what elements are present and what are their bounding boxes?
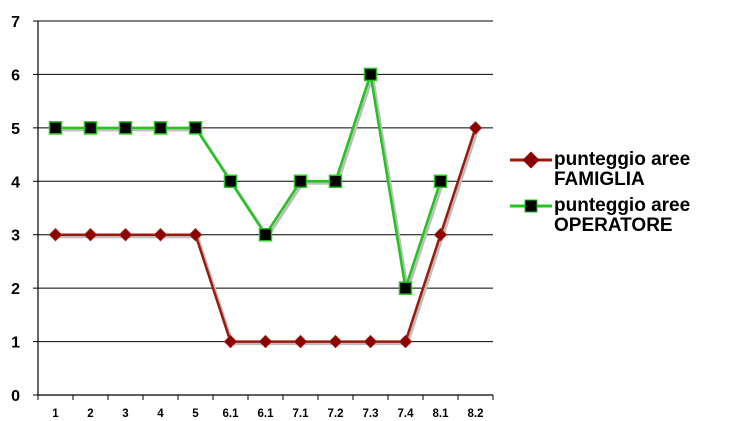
point-famiglia-6: [258, 334, 273, 349]
point-operatore-2: [118, 121, 133, 135]
point-operatore-10: [398, 281, 413, 295]
legend-swatch-famiglia: [510, 151, 552, 169]
x-tick-label-12: 8.2: [468, 408, 484, 420]
legend-swatch-operatore: [510, 199, 552, 213]
y-tick-labels: 0 1 2 3 4 5 6 7: [11, 14, 20, 405]
point-famiglia-0: [48, 228, 63, 242]
x-tick-label-3: 4: [157, 408, 164, 420]
point-operatore-6: [258, 227, 273, 242]
axes: [33, 20, 494, 400]
legend-label-operatore: punteggio aree OPERATORE: [554, 195, 691, 236]
point-famiglia-10: [398, 334, 413, 349]
legend-item-famiglia: punteggio aree FAMIGLIA: [508, 150, 740, 190]
x-tick-label-5: 6.1: [223, 408, 240, 420]
point-famiglia-7: [293, 334, 308, 349]
x-tick-label-11: 8.1: [433, 408, 450, 420]
point-famiglia-2: [118, 228, 133, 242]
legend-item-operatore: punteggio aree OPERATORE: [508, 196, 740, 236]
point-operatore-1: [83, 121, 98, 135]
point-famiglia-1: [83, 228, 98, 242]
point-famiglia-9: [363, 334, 378, 349]
point-famiglia-12: [468, 121, 483, 135]
point-famiglia-4: [188, 228, 203, 242]
point-operatore-5: [223, 174, 238, 189]
point-operatore-4: [188, 121, 203, 135]
x-tick-label-8: 7.2: [328, 408, 344, 420]
x-tick-label-10: 7.4: [398, 408, 415, 420]
point-operatore-8: [328, 174, 343, 189]
x-tick-label-9: 7.3: [363, 408, 379, 420]
y-tick-label-0: 0: [11, 388, 20, 405]
y-tick-label-1: 1: [11, 335, 20, 352]
y-tick-label-3: 3: [11, 228, 20, 245]
legend: punteggio aree FAMIGLIA punteggio aree O…: [508, 150, 740, 242]
x-tick-labels: 1 2 3 4 5 6.1 6.1 7.1 7.2 7.3 7.4 8.1 8.2: [52, 408, 483, 420]
x-tick-label-1: 2: [87, 408, 93, 420]
x-tick-label-6: 6.1: [258, 408, 275, 420]
x-tick-label-0: 1: [52, 408, 59, 420]
x-tick-label-2: 3: [122, 408, 128, 420]
point-operatore-7: [293, 174, 308, 189]
point-operatore-3: [153, 121, 168, 135]
series-shadow-operatore: [57, 74, 444, 292]
point-famiglia-11: [433, 228, 448, 242]
point-famiglia-3: [153, 228, 168, 242]
y-tick-label-7: 7: [11, 14, 20, 31]
legend-label-famiglia: punteggio aree FAMIGLIA: [554, 149, 691, 190]
point-operatore-0: [48, 121, 63, 135]
point-famiglia-5: [223, 334, 238, 349]
y-tick-label-5: 5: [11, 121, 20, 138]
point-famiglia-8: [328, 334, 343, 349]
point-operatore-9: [363, 67, 378, 82]
y-tick-label-2: 2: [11, 281, 20, 298]
series-group: [48, 67, 483, 349]
point-operatore-11: [433, 174, 448, 189]
y-tick-label-6: 6: [11, 67, 20, 84]
y-tick-label-4: 4: [11, 174, 20, 191]
x-tick-label-4: 5: [192, 408, 199, 420]
x-tick-label-7: 7.1: [293, 408, 310, 420]
